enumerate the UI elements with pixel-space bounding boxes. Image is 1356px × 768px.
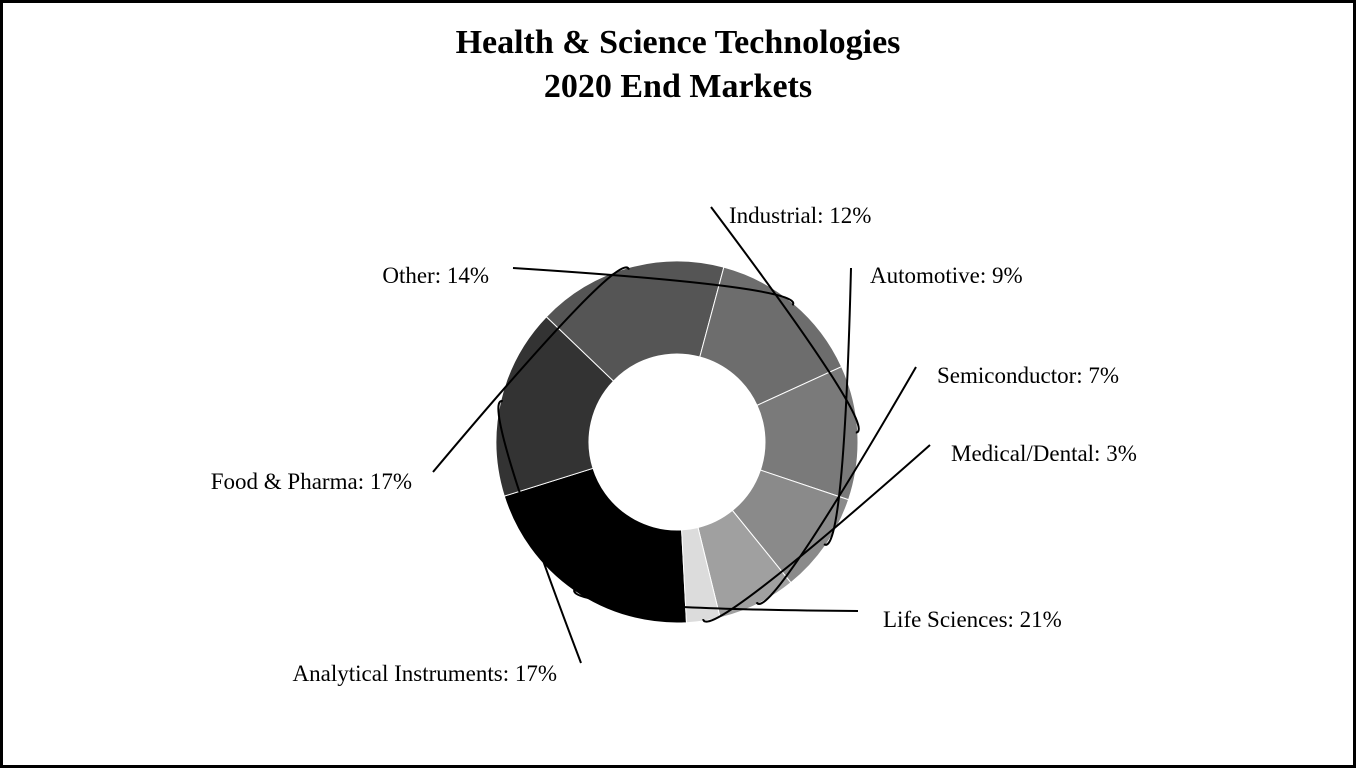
slice-life-sciences	[503, 467, 687, 624]
slices-layer	[495, 260, 859, 624]
data-label-other: Other: 14%	[382, 263, 489, 288]
chart-title-line-1: Health & Science Technologies	[455, 24, 901, 61]
slice-food-pharma	[545, 260, 725, 382]
leader-line-food-pharma	[432, 266, 630, 473]
donut-chart: Life Sciences: 21% Analytical Instruments…	[211, 203, 1137, 686]
leader-line-automotive	[823, 267, 852, 546]
data-label-medical-dental: Medical/Dental: 3%	[951, 441, 1137, 466]
slice-medical-dental	[681, 526, 721, 624]
leader-lines-layer	[432, 206, 931, 664]
data-label-food-pharma: Food & Pharma: 17%	[211, 469, 412, 494]
leader-line-other	[512, 267, 795, 306]
data-labels-layer: Life Sciences: 21% Analytical Instruments…	[211, 203, 1137, 686]
slice-analytical-instruments	[495, 316, 615, 497]
data-label-automotive: Automotive: 9%	[870, 263, 1023, 288]
data-label-life-sciences: Life Sciences: 21%	[883, 607, 1062, 632]
leader-line-analytical-instruments	[497, 400, 582, 664]
slice-other	[699, 266, 843, 407]
data-label-semiconductor: Semiconductor: 7%	[937, 363, 1119, 388]
leader-line-life-sciences	[573, 588, 859, 612]
data-label-industrial: Industrial: 12%	[729, 203, 871, 228]
chart-title: Health & Science Technologies 2020 End M…	[3, 21, 1353, 109]
chart-title-line-2: 2020 End Markets	[543, 68, 813, 105]
data-label-analytical-instruments: Analytical Instruments: 17%	[293, 661, 557, 686]
leader-line-industrial	[710, 206, 860, 434]
leader-line-medical-dental	[702, 444, 931, 623]
